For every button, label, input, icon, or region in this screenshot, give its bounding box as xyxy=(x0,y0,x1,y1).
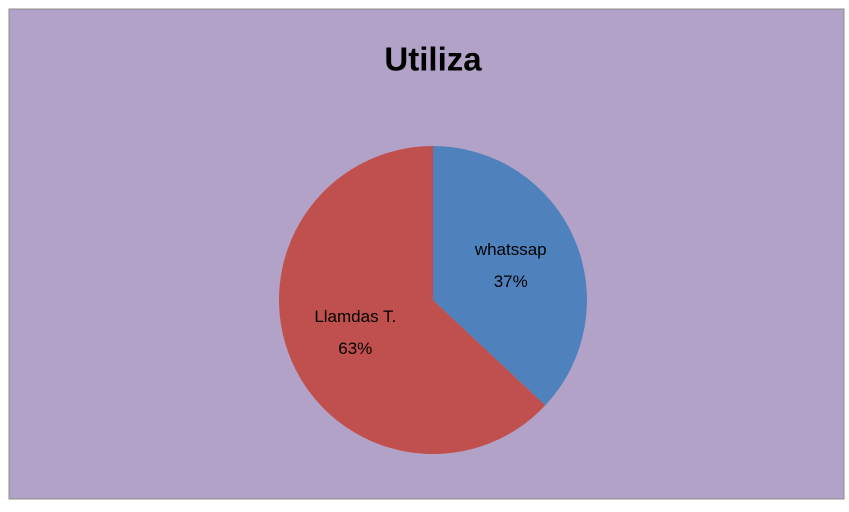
pie-slice xyxy=(279,146,546,454)
slice-category-label: Llamdas T. xyxy=(314,307,396,326)
pie-slice xyxy=(433,146,587,406)
slice-category-label: whatssap xyxy=(474,240,547,259)
slice-value-label: 37% xyxy=(494,272,528,291)
slice-value-label: 63% xyxy=(338,339,372,358)
chart-title: Utiliza xyxy=(384,41,482,78)
